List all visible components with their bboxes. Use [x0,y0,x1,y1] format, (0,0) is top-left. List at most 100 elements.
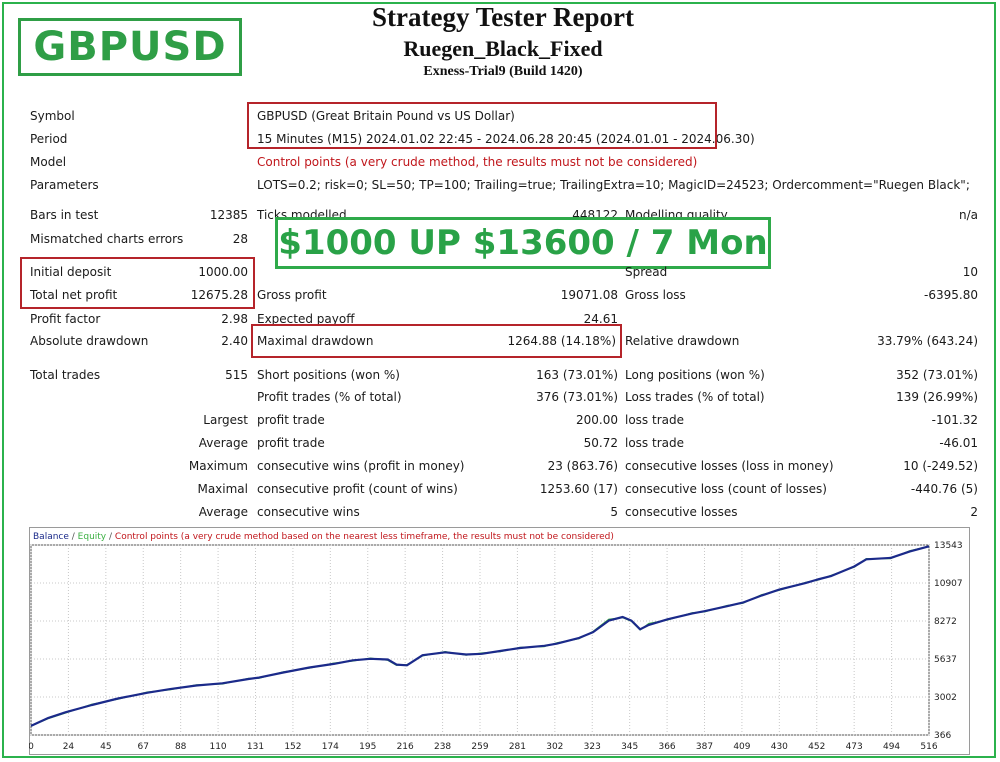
x-tick-label: 366 [658,742,675,752]
netprofit-label: Total net profit [30,288,118,302]
maximum-wins-value: 23 (863.76) [547,459,618,473]
x-tick-label: 152 [284,742,301,752]
maximal-label: Maximal [197,482,248,496]
reldd-label: Relative drawdown [625,334,740,348]
average-loss-label: loss trade [625,436,684,450]
bars-label: Bars in test [30,208,99,222]
parameters-label: Parameters [30,178,99,192]
ltrades-label: Loss trades (% of total) [625,390,765,404]
x-tick-label: 24 [63,742,75,752]
ptrades-value: 376 (73.01%) [536,390,618,404]
average-profit-label: profit trade [257,436,325,450]
symbol-period-highlight [247,102,717,149]
ep-label: Expected payoff [257,312,355,326]
quality-value: n/a [958,208,978,222]
average2-losses-label: consecutive losses [625,505,738,519]
grossloss-value: -6395.80 [924,288,978,302]
x-tick-label: 281 [509,742,526,752]
ltrades-value: 139 (26.99%) [896,390,978,404]
spread-value: 10 [962,265,978,279]
x-tick-label: 0 [29,742,34,752]
y-tick-label: 366 [934,731,951,741]
y-tick-label: 10907 [934,579,963,589]
mismatch-label: Mismatched charts errors [30,232,184,246]
x-tick-label: 195 [359,742,376,752]
ptrades-label: Profit trades (% of total) [257,390,402,404]
average2-losses-value: 2 [970,505,978,519]
build-info: Exness-Trial9 (Build 1420) [423,64,583,79]
ea-name: Ruegen_Black_Fixed [403,36,603,61]
y-tick-label: 5637 [934,655,957,665]
model-value: Control points (a very crude method, the… [257,155,698,169]
report-title: Strategy Tester Report [372,2,634,32]
period-label: Period [30,132,68,146]
reldd-value: 33.79% (643.24) [877,334,978,348]
x-tick-label: 516 [920,742,937,752]
y-tick-label: 13543 [934,541,963,551]
x-tick-label: 302 [546,742,563,752]
average-loss-value: -46.01 [939,436,978,450]
maxdd-value: 1264.88 (14.18%) [507,334,616,348]
maximum-losses-label: consecutive losses (loss in money) [625,459,834,473]
chart-border [29,527,970,755]
y-axis-ticks: 13543 10907 8272 5637 3002 366 [934,541,963,741]
x-tick-label: 494 [883,742,900,752]
x-tick-label: 238 [434,742,451,752]
chart-series [30,545,930,727]
deposit-label: Initial deposit [30,265,112,279]
maximal-loss-label: consecutive loss (count of losses) [625,482,827,496]
spread-label: Spread [625,265,668,279]
maxdd-highlight [251,324,622,358]
largest-loss-value: -101.32 [931,413,978,427]
parameters-value: LOTS=0.2; risk=0; SL=50; TP=100; Trailin… [257,178,970,192]
symbol-label: Symbol [30,109,75,123]
maximum-wins-label: consecutive wins (profit in money) [257,459,465,473]
balance-line [30,545,930,727]
x-tick-label: 45 [100,742,111,752]
grossprofit-label: Gross profit [257,288,327,302]
x-tick-label: 323 [584,742,601,752]
symbol-value: GBPUSD (Great Britain Pound vs US Dollar… [257,109,515,123]
x-tick-label: 473 [846,742,863,752]
absdd-label: Absolute drawdown [30,334,149,348]
largest-profit-value: 200.00 [576,413,618,427]
ep-value: 24.61 [583,312,618,326]
long-label: Long positions (won %) [625,368,765,382]
average2-wins-value: 5 [610,505,618,519]
largest-profit-label: profit trade [257,413,325,427]
average-label: Average [198,436,248,450]
x-tick-label: 387 [696,742,713,752]
pf-label: Profit factor [30,312,101,326]
maximum-label: Maximum [188,459,248,473]
average2-wins-label: consecutive wins [257,505,360,519]
x-axis-ticks: 0 24 45 67 88 110 131 152 174 195 216 238 259 281 302 3… [29,742,938,752]
model-label: Model [30,155,67,169]
mismatch-value: 28 [232,232,248,246]
trades-value: 515 [225,368,248,382]
promo-banner: $1000 UP $13600 / 7 Mon [275,217,771,269]
bars-value: 12385 [209,208,248,222]
maximal-loss-value: -440.76 (5) [910,482,978,496]
maximum-losses-value: 10 (-249.52) [903,459,978,473]
x-tick-label: 67 [138,742,149,752]
average-profit-value: 50.72 [583,436,618,450]
short-label: Short positions (won %) [257,368,400,382]
y-tick-label: 3002 [934,693,957,703]
x-tick-label: 259 [471,742,488,752]
x-tick-label: 174 [322,742,339,752]
legend-balance: Balance [33,532,69,542]
grossprofit-value: 19071.08 [560,288,618,302]
y-tick-label: 8272 [934,617,957,627]
grossloss-label: Gross loss [625,288,686,302]
x-tick-label: 88 [175,742,187,752]
pf-value: 2.98 [221,312,248,326]
legend-equity: Equity [78,532,107,542]
maximal-profit-value: 1253.60 (17) [539,482,618,496]
chart-legend: Balance / Equity / Control points (a ver… [33,532,614,542]
x-tick-label: 131 [247,742,264,752]
legend-control: Control points (a very crude method base… [115,532,614,542]
maxdd-label: Maximal drawdown [257,334,374,348]
symbol-badge: GBPUSD [18,18,242,76]
period-value: 15 Minutes (M15) 2024.01.02 22:45 - 2024… [257,132,755,146]
